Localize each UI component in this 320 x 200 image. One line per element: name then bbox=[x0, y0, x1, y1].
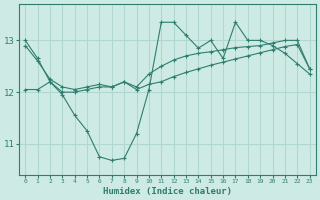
X-axis label: Humidex (Indice chaleur): Humidex (Indice chaleur) bbox=[103, 187, 232, 196]
